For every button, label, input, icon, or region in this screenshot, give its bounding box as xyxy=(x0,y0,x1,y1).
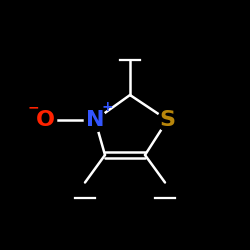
Text: +: + xyxy=(101,100,113,114)
Text: S: S xyxy=(160,110,176,130)
Text: O: O xyxy=(36,110,54,130)
Text: N: N xyxy=(86,110,104,130)
Text: −: − xyxy=(27,100,39,114)
